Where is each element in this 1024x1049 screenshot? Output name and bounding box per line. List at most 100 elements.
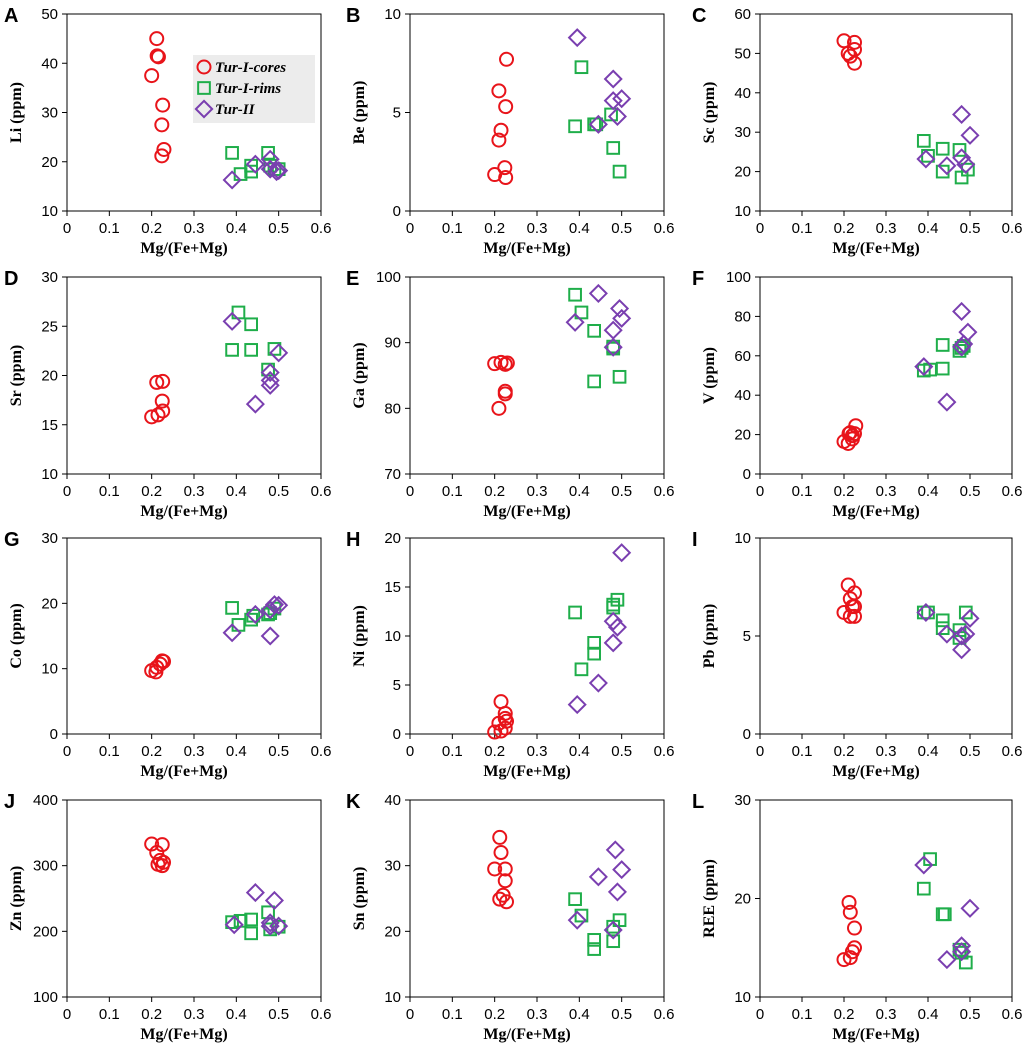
legend-label: Tur-II xyxy=(215,102,256,118)
x-tick-label: 0.4 xyxy=(569,743,590,760)
data-point-tur-i-rims xyxy=(606,934,621,949)
plot-frame xyxy=(759,537,1013,735)
data-point-tur-ii xyxy=(260,370,280,390)
data-point-tur-ii xyxy=(956,154,976,175)
panel-l: 0 0.1 0.2 0.3 0.4 0.5 0.6 10 20 30 Mg/(Fe+Mg) REE (… xyxy=(692,791,1022,1043)
y-tick-label: 5 xyxy=(393,105,401,122)
data-point-tur-i-rims xyxy=(587,942,601,956)
y-tick-label: 20 xyxy=(734,427,751,444)
data-point-tur-i-cores xyxy=(156,141,172,157)
x-tick-label: 0.5 xyxy=(960,1006,981,1023)
x-tick-label: 0.5 xyxy=(268,1006,289,1023)
y-tick-label: 100 xyxy=(726,269,751,286)
panel-letter: J xyxy=(4,791,15,813)
data-point-tur-ii xyxy=(264,595,284,615)
data-point-tur-i-cores xyxy=(492,829,508,845)
data-point-tur-ii xyxy=(607,617,627,637)
data-point-tur-i-rims xyxy=(587,374,601,389)
x-axis-title: Mg/(Fe+Mg) xyxy=(483,240,570,257)
plot-frame xyxy=(759,799,1013,998)
y-tick-label: 15 xyxy=(41,417,58,434)
y-tick-label: 20 xyxy=(734,164,751,181)
data-point-tur-ii xyxy=(224,915,244,935)
data-point-tur-i-cores xyxy=(493,723,509,739)
x-axis-title: Mg/(Fe+Mg) xyxy=(483,763,570,780)
y-axis-title: Zn (ppm) xyxy=(8,866,25,931)
panel-letter: I xyxy=(692,529,698,551)
data-point-tur-i-cores xyxy=(144,836,160,852)
data-point-tur-i-rims xyxy=(952,143,967,157)
y-tick-label: 40 xyxy=(734,85,751,102)
x-axis-title: Mg/(Fe+Mg) xyxy=(140,1026,227,1043)
x-axis-title: Mg/(Fe+Mg) xyxy=(832,763,919,780)
data-point-tur-i-rims xyxy=(225,343,239,357)
data-point-tur-i-cores xyxy=(841,894,857,910)
y-tick-label: 5 xyxy=(393,677,401,694)
data-point-tur-ii xyxy=(603,920,623,940)
y-tick-label: 10 xyxy=(41,466,58,483)
data-point-tur-i-rims xyxy=(612,913,627,928)
data-point-tur-ii xyxy=(269,343,289,363)
data-point-tur-i-cores xyxy=(498,99,514,115)
x-tick-label: 0.5 xyxy=(960,743,981,760)
panel-f: 0 0.1 0.2 0.3 0.4 0.5 0.6 0 20 40 60 80 100 Mg/(Fe+Mg… xyxy=(692,268,1022,520)
data-point-tur-i-cores xyxy=(842,950,858,966)
x-tick-label: 0.1 xyxy=(792,220,813,237)
y-tick-label: 300 xyxy=(33,858,58,875)
y-tick-label: 10 xyxy=(734,203,751,220)
data-point-tur-i-rims xyxy=(568,287,582,302)
x-tick-label: 0 xyxy=(406,220,414,237)
x-tick-label: 0.2 xyxy=(834,1006,855,1023)
legend-label: Tur-I-cores xyxy=(215,60,286,76)
data-point-tur-ii xyxy=(245,394,265,414)
data-point-tur-i-cores xyxy=(155,97,171,113)
x-tick-label: 0 xyxy=(756,1006,764,1023)
x-tick-label: 0.5 xyxy=(268,743,289,760)
x-tick-label: 0.5 xyxy=(611,743,632,760)
y-tick-label: 15 xyxy=(384,579,401,596)
data-point-tur-i-rims xyxy=(267,342,282,356)
plot-frame xyxy=(409,13,665,212)
data-point-tur-i-rims xyxy=(935,621,950,636)
data-point-tur-ii xyxy=(952,942,972,962)
y-tick-label: 100 xyxy=(376,269,401,286)
y-tick-label: 10 xyxy=(41,203,58,220)
x-tick-label: 0.6 xyxy=(311,483,332,500)
data-point-tur-i-rims xyxy=(568,892,582,907)
x-tick-label: 0.6 xyxy=(654,743,675,760)
legend-label: Tur-I-rims xyxy=(215,81,281,97)
data-point-tur-i-rims xyxy=(923,852,937,866)
data-point-tur-ii xyxy=(260,375,280,395)
data-point-tur-i-rims xyxy=(225,915,239,929)
plot-frame xyxy=(409,799,665,998)
data-point-tur-i-rims xyxy=(604,107,618,122)
y-axis-title: Sc (ppm) xyxy=(701,82,718,144)
data-point-tur-i-cores xyxy=(155,373,171,389)
x-tick-label: 0.6 xyxy=(654,483,675,500)
panel-e: 0 0.1 0.2 0.3 0.4 0.5 0.6 70 80 90 100 Mg/(Fe+Mg) Ga… xyxy=(346,268,674,520)
x-axis-title: Mg/(Fe+Mg) xyxy=(140,240,227,257)
data-point-tur-i-rims xyxy=(225,146,239,160)
data-point-tur-ii xyxy=(567,695,587,715)
x-tick-label: 0.4 xyxy=(569,1006,590,1023)
data-point-tur-ii xyxy=(260,149,280,169)
x-tick-label: 0.4 xyxy=(569,483,590,500)
x-tick-label: 0.4 xyxy=(226,743,247,760)
x-tick-label: 0.4 xyxy=(226,1006,247,1023)
data-point-tur-i-cores xyxy=(847,920,862,936)
data-point-tur-i-rims xyxy=(916,881,931,896)
data-point-tur-i-rims xyxy=(244,343,259,357)
data-point-tur-ii xyxy=(956,624,976,644)
panel-k: 0 0.1 0.2 0.3 0.4 0.5 0.6 10 20 30 40 Mg/(Fe+Mg) Sn … xyxy=(346,791,674,1043)
data-point-tur-ii xyxy=(960,125,980,145)
x-tick-label: 0.6 xyxy=(311,220,332,237)
y-tick-label: 90 xyxy=(384,335,401,352)
data-point-tur-i-cores xyxy=(498,170,514,186)
data-point-tur-ii xyxy=(269,916,289,936)
data-point-tur-i-cores xyxy=(497,160,513,176)
data-point-tur-ii xyxy=(612,543,632,563)
x-tick-label: 0.1 xyxy=(442,220,463,237)
data-point-tur-ii xyxy=(222,623,242,643)
data-point-tur-ii xyxy=(954,334,974,354)
data-point-tur-i-rims xyxy=(606,600,621,615)
